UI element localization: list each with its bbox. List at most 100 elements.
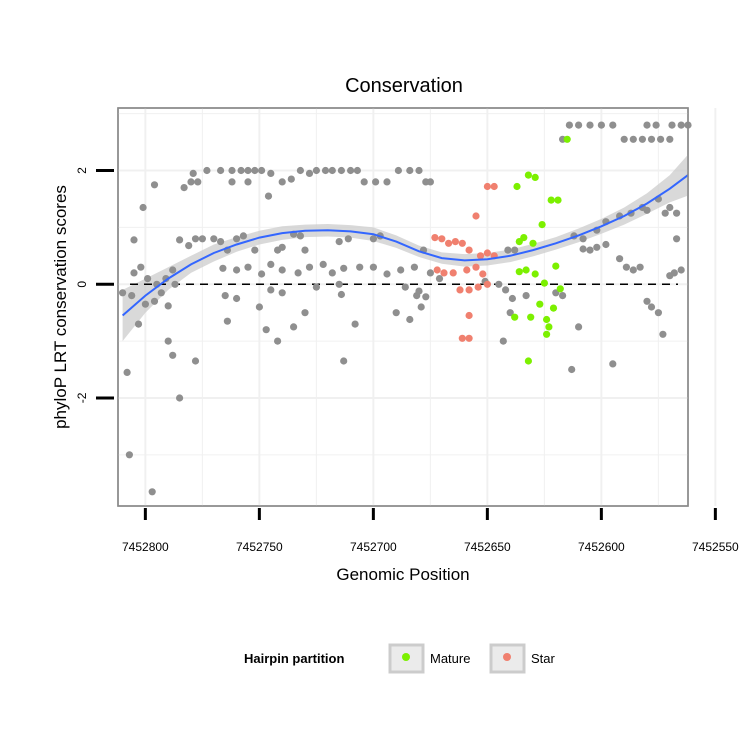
point-star-9 — [476, 252, 485, 260]
point-other-171 — [668, 121, 676, 129]
point-mature-8 — [529, 239, 537, 247]
point-other-5 — [164, 337, 172, 345]
point-mature-18 — [536, 300, 544, 308]
point-star-12 — [433, 266, 441, 274]
point-other-80 — [397, 266, 405, 274]
point-other-161 — [586, 121, 594, 129]
point-other-8 — [141, 300, 149, 308]
point-other-133 — [609, 360, 617, 368]
point-other-114 — [417, 303, 425, 311]
point-other-72 — [294, 269, 302, 277]
point-other-156 — [579, 235, 587, 243]
point-other-90 — [401, 283, 409, 291]
point-other-76 — [340, 264, 348, 272]
point-other-60 — [415, 166, 423, 175]
point-other-122 — [504, 246, 512, 254]
point-other-144 — [677, 266, 685, 274]
point-other-16 — [137, 263, 145, 271]
point-other-13 — [164, 302, 172, 310]
legend-title: Hairpin partition — [244, 651, 344, 666]
point-mature-22 — [549, 304, 558, 312]
point-mature-3 — [538, 221, 546, 229]
point-other-159 — [565, 121, 574, 129]
legend-dot-mature — [402, 653, 410, 661]
point-other-100 — [296, 232, 304, 240]
point-other-32 — [239, 232, 247, 240]
x-axis: 7452800 7452750 7452700 7452650 7452600 74525… — [122, 508, 739, 554]
point-other-167 — [647, 135, 656, 143]
smooth-line — [121, 174, 689, 317]
point-star-22 — [465, 311, 473, 320]
point-mature-9 — [552, 262, 560, 270]
point-other-66 — [219, 264, 227, 272]
point-star-4 — [438, 235, 446, 243]
point-other-10 — [119, 289, 127, 297]
point-other-25 — [185, 242, 193, 250]
point-other-108 — [274, 337, 282, 345]
point-other-82 — [426, 269, 434, 277]
point-other-125 — [522, 292, 530, 300]
point-other-170 — [652, 121, 660, 129]
point-mature-7 — [520, 234, 528, 242]
point-other-20 — [130, 236, 138, 244]
point-star-23 — [458, 334, 466, 342]
point-star-10 — [483, 249, 491, 257]
point-other-42 — [251, 166, 259, 175]
point-star-6 — [451, 238, 459, 246]
point-other-118 — [495, 280, 503, 288]
y-axis-title: phyloP LRT conservation scores — [51, 185, 70, 429]
point-other-110 — [301, 309, 309, 317]
point-star-21 — [483, 280, 491, 288]
point-other-9 — [150, 297, 159, 305]
point-other-48 — [287, 175, 295, 183]
point-other-74 — [319, 260, 327, 268]
point-other-145 — [673, 235, 681, 243]
point-other-45 — [244, 178, 252, 186]
point-other-169 — [643, 121, 651, 129]
point-other-79 — [383, 270, 391, 278]
point-other-22 — [150, 181, 159, 189]
point-other-135 — [622, 263, 631, 271]
point-other-11 — [128, 292, 136, 300]
point-star-19 — [465, 286, 473, 294]
point-other-6 — [169, 351, 177, 359]
legend-label-star: Star — [531, 651, 556, 666]
point-other-65 — [264, 192, 273, 200]
point-star-14 — [449, 269, 457, 277]
point-other-34 — [187, 178, 195, 186]
point-other-75 — [328, 269, 336, 277]
point-other-162 — [597, 121, 606, 129]
point-other-36 — [203, 166, 211, 175]
point-other-29 — [217, 238, 225, 246]
smooth-ribbon-layer — [122, 154, 689, 342]
point-other-146 — [673, 209, 681, 217]
point-other-140 — [654, 309, 663, 317]
point-other-47 — [278, 178, 286, 186]
point-other-51 — [328, 166, 336, 175]
point-other-67 — [233, 266, 241, 274]
point-mature-1 — [524, 171, 533, 179]
point-other-0 — [123, 368, 131, 376]
point-other-134 — [616, 255, 624, 263]
point-other-68 — [244, 263, 252, 271]
point-other-19 — [162, 275, 170, 283]
point-other-24 — [176, 236, 184, 244]
point-star-2 — [472, 212, 480, 220]
point-other-85 — [233, 294, 241, 303]
point-other-136 — [629, 266, 637, 274]
x-tick-label-3: 7452650 — [464, 540, 511, 554]
point-other-163 — [609, 121, 617, 129]
point-other-113 — [406, 315, 414, 324]
point-other-88 — [312, 283, 320, 291]
point-other-3 — [176, 394, 184, 402]
point-other-115 — [337, 290, 345, 299]
point-other-97 — [344, 235, 352, 243]
point-other-87 — [278, 289, 286, 297]
x-tick-label-4: 7452600 — [578, 540, 625, 554]
point-other-99 — [301, 246, 309, 254]
point-other-98 — [335, 238, 343, 246]
point-other-1 — [125, 451, 133, 459]
point-other-166 — [638, 135, 647, 143]
x-tick-label-0: 7452800 — [122, 540, 169, 554]
point-other-73 — [305, 263, 314, 271]
